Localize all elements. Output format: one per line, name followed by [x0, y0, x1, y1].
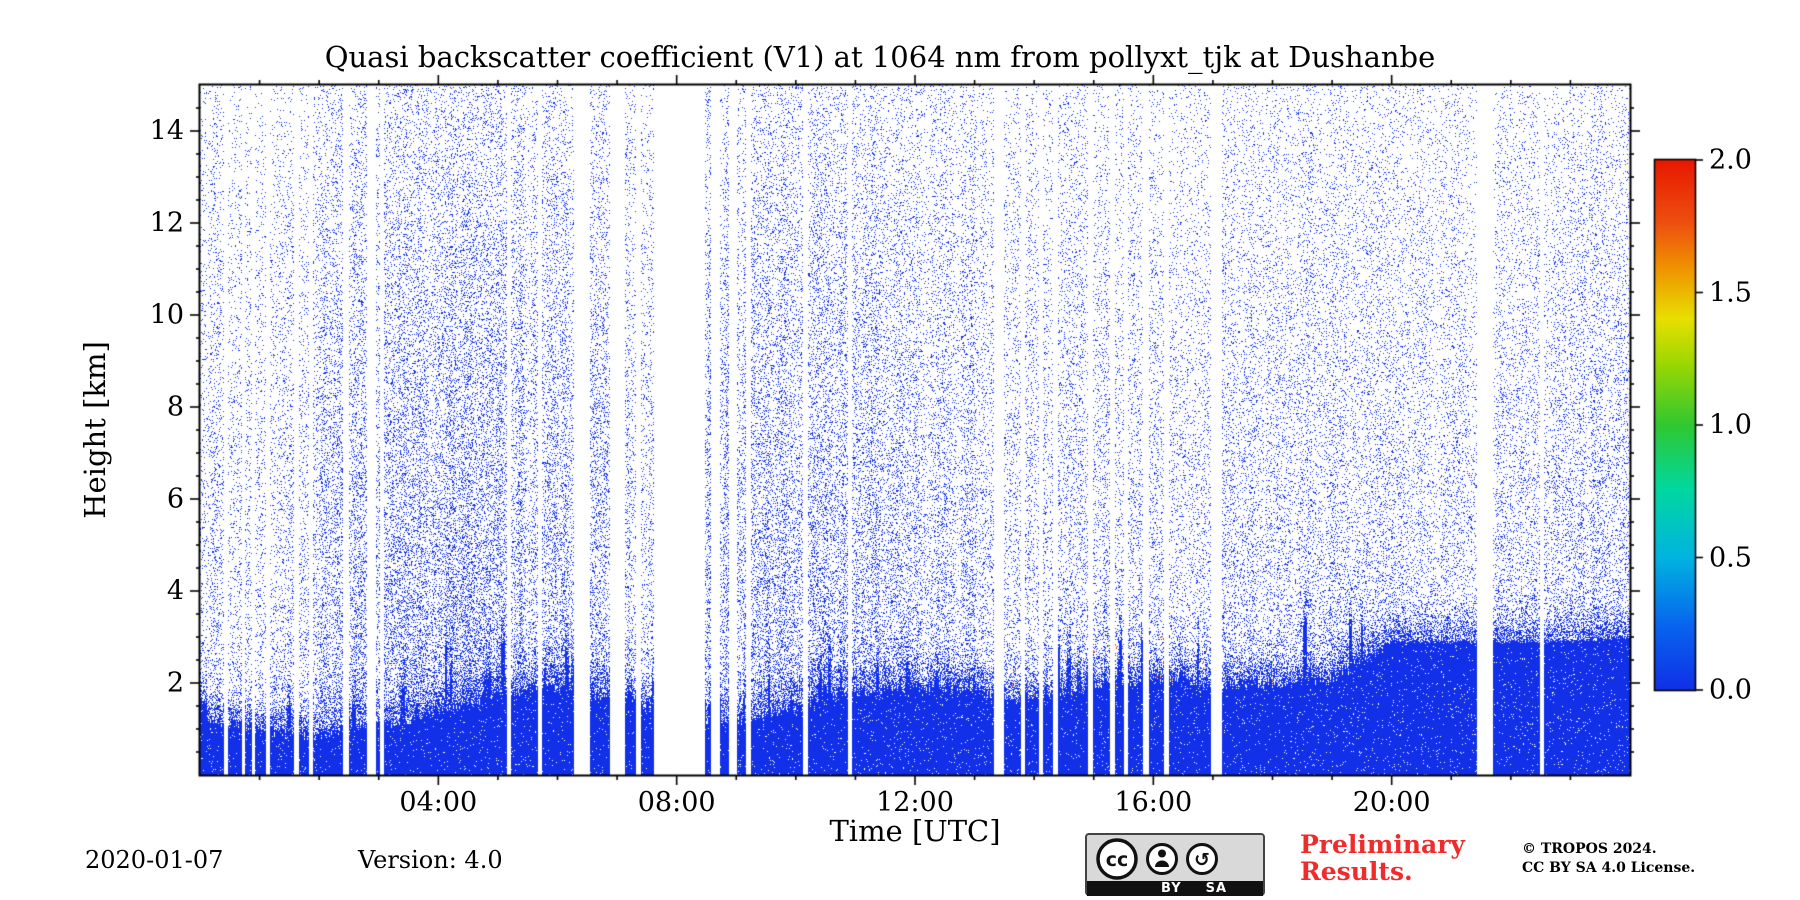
cc-by-person-icon: [1146, 843, 1178, 875]
cc-badge-icons: cc ↺: [1087, 835, 1263, 881]
y-tick-label: 12: [149, 207, 184, 239]
x-tick-label: 12:00: [876, 787, 954, 818]
y-axis-label: Height [km]: [78, 341, 112, 519]
svg-text:↺: ↺: [1194, 849, 1210, 871]
x-tick-label: 08:00: [637, 787, 716, 818]
colorbar-tick-label: 1.5: [1709, 277, 1752, 308]
x-tick-label: 04:00: [399, 787, 478, 818]
y-tick-label: 10: [149, 299, 184, 331]
colorbar-tick-label: 0.5: [1709, 542, 1752, 573]
x-tick-label: 16:00: [1114, 787, 1193, 818]
cc-logo-icon: cc: [1096, 838, 1138, 880]
copyright-line2: CC BY SA 4.0 License.: [1522, 859, 1696, 876]
colorbar-tick-label: 2.0: [1709, 144, 1752, 176]
y-tick-label: 8: [166, 391, 184, 423]
y-tick-label: 4: [166, 575, 184, 607]
x-axis-label: Time [UTC]: [829, 814, 1001, 848]
cc-badge-strip: BY SA: [1087, 881, 1263, 896]
colorbar-tick-label: 1.0: [1709, 409, 1752, 441]
x-tick-label: 20:00: [1352, 787, 1431, 818]
measurement-date: 2020-01-07: [85, 846, 224, 874]
svg-text:cc: cc: [1106, 849, 1129, 871]
y-tick-label: 14: [149, 115, 184, 147]
badge-sa-label: SA: [1205, 881, 1228, 896]
copyright-line1: © TROPOS 2024.: [1522, 841, 1657, 857]
colorbar-tick-label: 0.0: [1709, 674, 1752, 706]
y-tick-label: 2: [166, 667, 184, 699]
version-label: Version: 4.0: [358, 846, 503, 874]
cc-sa-arrow-icon: ↺: [1186, 843, 1218, 875]
badge-by-label: BY: [1161, 881, 1182, 896]
preliminary-line1: Preliminary: [1300, 830, 1465, 859]
cc-license-badge: cc ↺ BY SA: [1085, 833, 1265, 896]
y-tick-label: 6: [166, 483, 184, 515]
preliminary-results-note: Preliminary Results.: [1300, 831, 1465, 885]
chart-title: Quasi backscatter coefficient (V1) at 10…: [324, 40, 1436, 74]
preliminary-line2: Results.: [1300, 857, 1413, 886]
copyright-note: © TROPOS 2024. CC BY SA 4.0 License.: [1522, 840, 1695, 878]
